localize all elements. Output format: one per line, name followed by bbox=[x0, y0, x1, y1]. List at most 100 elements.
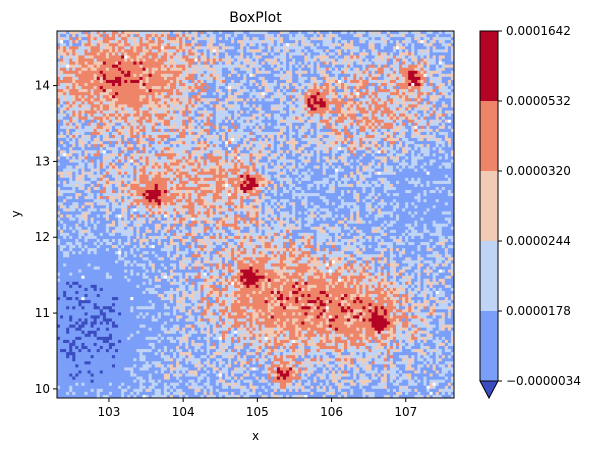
heatmap-cell bbox=[72, 34, 76, 38]
heatmap-cell bbox=[81, 61, 85, 66]
heatmap-cell bbox=[163, 101, 168, 105]
heatmap-cell bbox=[93, 122, 98, 127]
heatmap-cell bbox=[386, 70, 391, 75]
heatmap-cell bbox=[365, 67, 369, 72]
heatmap-cell bbox=[237, 34, 241, 38]
heatmap-cell bbox=[289, 86, 293, 90]
heatmap-cell bbox=[237, 116, 241, 121]
heatmap-cell bbox=[273, 104, 278, 108]
heatmap-cell bbox=[75, 144, 79, 148]
heatmap-cell bbox=[145, 119, 150, 124]
heatmap-cell bbox=[133, 55, 137, 59]
heatmap-cell bbox=[209, 58, 214, 62]
heatmap-cell bbox=[286, 31, 290, 35]
heatmap-cell bbox=[270, 79, 275, 84]
heatmap-cell bbox=[405, 55, 409, 59]
heatmap-cell bbox=[188, 104, 192, 108]
heatmap-cell bbox=[313, 40, 317, 44]
heatmap-cell bbox=[270, 76, 275, 81]
heatmap-cell bbox=[96, 122, 101, 127]
heatmap-cell bbox=[231, 52, 235, 56]
heatmap-cell bbox=[87, 89, 91, 93]
heatmap-cell bbox=[166, 101, 171, 105]
heatmap-cell bbox=[273, 46, 278, 50]
heatmap-cell bbox=[282, 134, 287, 139]
heatmap-cell bbox=[383, 104, 388, 108]
heatmap-cell bbox=[353, 138, 357, 142]
heatmap-cell bbox=[429, 58, 434, 62]
heatmap-cell bbox=[270, 113, 275, 118]
heatmap-cell bbox=[96, 101, 101, 105]
heatmap-cell bbox=[78, 113, 82, 118]
heatmap-cell bbox=[93, 128, 98, 133]
heatmap-cell bbox=[328, 119, 333, 124]
heatmap-cell bbox=[154, 113, 159, 118]
heatmap-cell bbox=[197, 40, 201, 44]
heatmap-cell bbox=[237, 119, 241, 124]
heatmap-cell bbox=[246, 134, 250, 139]
heatmap-cell bbox=[331, 104, 336, 108]
heatmap-cell bbox=[307, 110, 311, 114]
heatmap-cell bbox=[292, 79, 296, 84]
heatmap-cell bbox=[228, 101, 232, 105]
heatmap-cell bbox=[166, 122, 171, 127]
heatmap-cell bbox=[429, 49, 434, 53]
heatmap-cell bbox=[331, 31, 336, 35]
heatmap-cell bbox=[328, 107, 333, 111]
heatmap-cell bbox=[206, 46, 211, 50]
heatmap-cell bbox=[408, 40, 412, 44]
heatmap-cell bbox=[90, 52, 95, 56]
heatmap-cell bbox=[402, 46, 406, 50]
heatmap-cell bbox=[75, 34, 79, 38]
heatmap-cell bbox=[420, 95, 424, 99]
heatmap-cell bbox=[353, 76, 357, 81]
heatmap-cell bbox=[426, 64, 430, 69]
heatmap-cell bbox=[249, 104, 253, 108]
heatmap-cell bbox=[255, 58, 259, 62]
heatmap-cell bbox=[356, 64, 360, 69]
heatmap-cell bbox=[60, 113, 64, 118]
heatmap-cell bbox=[237, 92, 241, 96]
heatmap-cell bbox=[179, 147, 183, 151]
heatmap-cell bbox=[78, 52, 82, 56]
heatmap-cell bbox=[194, 101, 198, 105]
heatmap-cell bbox=[252, 125, 256, 130]
heatmap-cell bbox=[316, 67, 321, 72]
heatmap-cell bbox=[96, 113, 101, 118]
heatmap-cell bbox=[279, 92, 284, 96]
heatmap-cell bbox=[273, 144, 278, 148]
heatmap-cell bbox=[179, 43, 183, 47]
heatmap-cell bbox=[173, 107, 177, 111]
heatmap-cell bbox=[203, 82, 208, 87]
heatmap-cell bbox=[200, 116, 204, 121]
heatmap-cell bbox=[63, 110, 67, 114]
heatmap-cell bbox=[148, 79, 153, 84]
heatmap-cell bbox=[57, 116, 61, 121]
heatmap-cell bbox=[221, 141, 226, 145]
heatmap-cell bbox=[417, 131, 421, 136]
heatmap-cell bbox=[160, 125, 165, 130]
heatmap-cell bbox=[139, 58, 143, 62]
heatmap-cell bbox=[75, 131, 79, 136]
heatmap-cell bbox=[72, 86, 76, 90]
heatmap-cell bbox=[99, 122, 104, 127]
heatmap-cell bbox=[426, 122, 430, 127]
heatmap-cell bbox=[154, 107, 159, 111]
heatmap-cell bbox=[377, 92, 382, 96]
heatmap-cell bbox=[221, 31, 226, 35]
heatmap-cell bbox=[108, 92, 113, 96]
heatmap-cell bbox=[160, 55, 165, 59]
heatmap-cell bbox=[84, 61, 88, 66]
heatmap-cell bbox=[231, 43, 235, 47]
heatmap-cell bbox=[292, 58, 296, 62]
heatmap-cell bbox=[377, 104, 382, 108]
heatmap-cell bbox=[130, 101, 134, 105]
heatmap-cell bbox=[142, 110, 146, 114]
heatmap-cell bbox=[399, 131, 403, 136]
heatmap-cell bbox=[365, 49, 369, 53]
heatmap-cell bbox=[99, 144, 104, 148]
heatmap-cell bbox=[316, 46, 321, 50]
heatmap-cell bbox=[84, 122, 88, 127]
heatmap-cell bbox=[429, 128, 434, 133]
heatmap-cell bbox=[301, 95, 305, 99]
